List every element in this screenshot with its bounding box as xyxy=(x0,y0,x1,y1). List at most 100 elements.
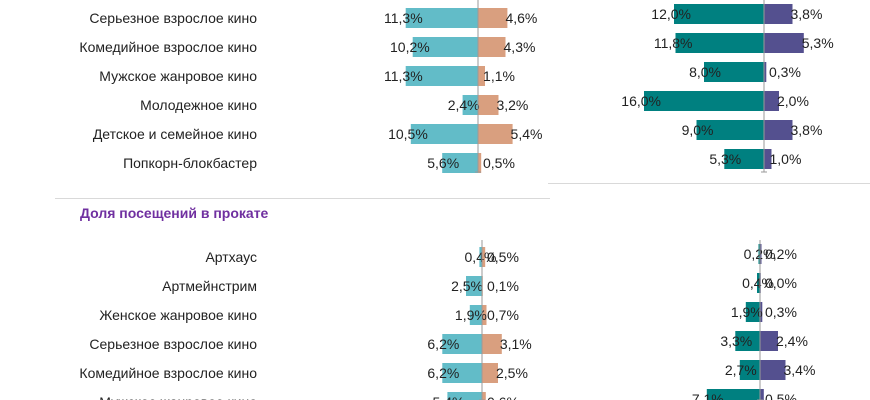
data-label-right: 1,1% xyxy=(483,68,515,84)
data-label-right: 4,6% xyxy=(505,10,537,26)
data-label-left: 1,9% xyxy=(731,304,763,320)
bar-right xyxy=(478,124,513,144)
bar-left xyxy=(405,66,478,86)
bar-left xyxy=(466,276,482,296)
data-label-right: 2,4% xyxy=(776,333,808,349)
data-label-left: 0,4% xyxy=(465,249,497,265)
bar-right xyxy=(482,305,487,325)
bar-left xyxy=(469,305,482,325)
data-label-left: 12,0% xyxy=(651,6,691,22)
data-label-left: 7,1% xyxy=(692,391,724,400)
category-label: Серьезное взрослое кино xyxy=(89,336,257,352)
category-label: Мужское жанровое кино xyxy=(99,394,257,400)
data-label-left: 5,3% xyxy=(709,151,741,167)
data-label-left: 0,4% xyxy=(742,275,774,291)
data-label-left: 2,4% xyxy=(448,97,480,113)
bar-right xyxy=(482,392,486,400)
data-label-left: 6,2% xyxy=(427,365,459,381)
bar-right xyxy=(760,360,786,380)
bar-right xyxy=(764,62,767,82)
bar-left xyxy=(696,120,764,140)
data-label-left: 2,7% xyxy=(725,362,757,378)
bar-left xyxy=(674,4,764,24)
category-label: Комедийное взрослое кино xyxy=(79,365,257,381)
bar-left xyxy=(479,247,482,267)
data-label-left: 10,2% xyxy=(390,39,430,55)
bar-right xyxy=(760,389,764,400)
category-label: Попкорн-блокбастер xyxy=(123,155,257,171)
category-label: Мужское жанровое кино xyxy=(99,68,257,84)
section-title: Доля посещений в прокате xyxy=(80,205,269,221)
bar-left xyxy=(447,392,482,400)
data-label-right: 3,4% xyxy=(784,362,816,378)
bar-right xyxy=(482,334,502,354)
category-label: Серьезное взрослое кино xyxy=(89,10,257,26)
data-label-right: 0,0% xyxy=(765,275,797,291)
bar-left xyxy=(442,334,482,354)
category-label: Комедийное взрослое кино xyxy=(79,39,257,55)
bar-right xyxy=(764,91,779,111)
bar-left xyxy=(405,8,478,28)
data-label-right: 1,0% xyxy=(770,151,802,167)
bar-right xyxy=(478,66,485,86)
data-label-right: 3,8% xyxy=(791,122,823,138)
bar-right xyxy=(764,33,804,53)
bar-left xyxy=(739,360,761,380)
category-label: Артмейнстрим xyxy=(162,278,257,294)
section-divider-right xyxy=(548,183,870,184)
bar-left xyxy=(644,91,764,111)
bar-right xyxy=(764,149,772,169)
bar-right xyxy=(764,120,793,140)
bar-left xyxy=(675,33,764,53)
data-label-right: 2,5% xyxy=(496,365,528,381)
data-label-left: 2,5% xyxy=(451,278,483,294)
data-label-left: 16,0% xyxy=(621,93,661,109)
data-label-right: 3,1% xyxy=(500,336,532,352)
data-label-right: 3,2% xyxy=(496,97,528,113)
bar-right xyxy=(760,244,762,264)
data-label-left: 11,3% xyxy=(384,68,423,84)
data-label-left: 10,5% xyxy=(388,126,428,142)
data-label-right: 5,3% xyxy=(802,35,834,51)
data-label-left: 5,6% xyxy=(427,155,459,171)
bar-right xyxy=(760,302,763,322)
data-label-right: 0,3% xyxy=(769,64,801,80)
data-label-right: 0,6% xyxy=(487,394,519,400)
data-label-right: 2,0% xyxy=(777,93,809,109)
bar-left xyxy=(758,244,760,264)
data-label-right: 0,3% xyxy=(765,304,797,320)
data-label-left: 8,0% xyxy=(689,64,721,80)
bar-left xyxy=(462,95,478,115)
data-label-left: 5,4% xyxy=(433,394,465,400)
bar-right xyxy=(482,363,498,383)
bar-right xyxy=(760,331,778,351)
data-label-left: 1,9% xyxy=(455,307,487,323)
data-label-right: 0,1% xyxy=(487,278,519,294)
data-label-left: 9,0% xyxy=(682,122,714,138)
bar-left xyxy=(704,62,764,82)
bar-left xyxy=(442,363,482,383)
category-label: Артхаус xyxy=(205,249,257,265)
bar-right xyxy=(478,8,508,28)
data-label-right: 0,5% xyxy=(487,249,519,265)
bar-left xyxy=(735,331,761,351)
bar-left xyxy=(410,124,478,144)
data-label-left: 11,3% xyxy=(384,10,423,26)
data-label-left: 11,8% xyxy=(654,35,693,51)
bar-left xyxy=(724,149,765,169)
bar-left xyxy=(442,153,478,173)
data-label-left: 6,2% xyxy=(427,336,459,352)
bar-left xyxy=(745,302,761,322)
data-label-left: 3,3% xyxy=(720,333,752,349)
data-label-right: 0,5% xyxy=(765,391,797,400)
bar-left xyxy=(706,389,761,400)
bar-left xyxy=(412,37,478,57)
bar-right xyxy=(478,95,499,115)
data-label-right: 0,7% xyxy=(487,307,519,323)
data-label-right: 0,2% xyxy=(765,246,797,262)
data-label-right: 5,4% xyxy=(511,126,543,142)
data-label-right: 0,5% xyxy=(483,155,515,171)
data-label-right: 4,3% xyxy=(504,39,536,55)
